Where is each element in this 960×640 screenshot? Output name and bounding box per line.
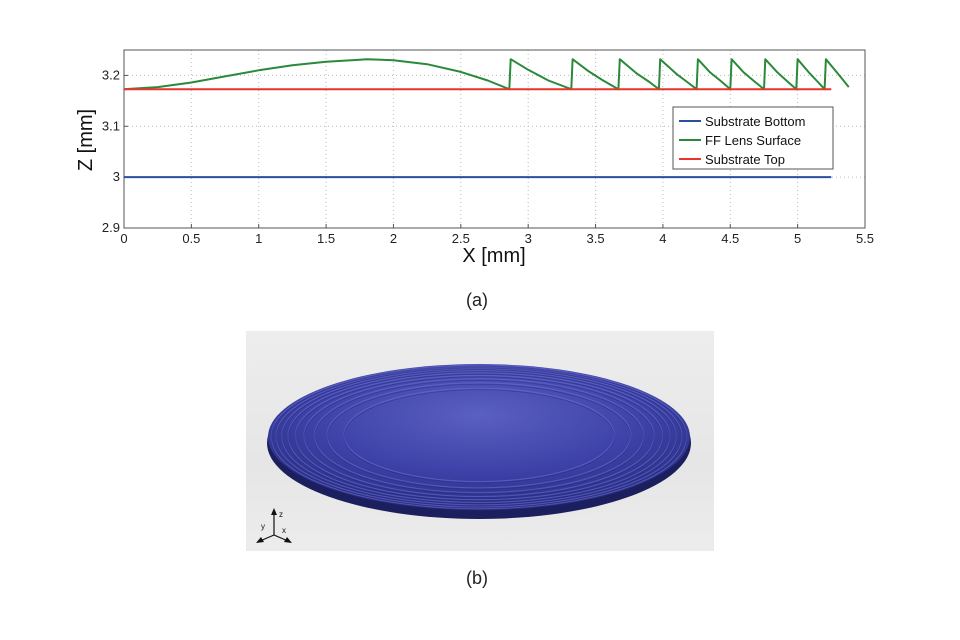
x-tick-label: 3 xyxy=(525,231,532,246)
fresnel-ring xyxy=(281,367,677,506)
x-tick-label: 2.5 xyxy=(452,231,470,246)
fresnel-ring-shade xyxy=(270,366,688,511)
legend-label-ff-lens-surface: FF Lens Surface xyxy=(705,133,801,148)
fresnel-ring xyxy=(326,382,632,489)
fresnel-ring-shade xyxy=(326,383,632,490)
y-tick-label: 3.1 xyxy=(102,118,120,133)
legend: Substrate Bottom FF Lens Surface Substrate… xyxy=(672,106,834,170)
fresnel-ring-shade xyxy=(303,376,655,499)
lens-render: z y x xyxy=(256,364,704,543)
series-line-ff-lens-surface xyxy=(123,58,850,91)
series xyxy=(123,58,850,179)
fresnel-ring xyxy=(294,372,664,501)
caption-b: (b) xyxy=(466,568,488,588)
fresnel-ring xyxy=(275,365,683,508)
legend-label-substrate-top: Substrate Top xyxy=(705,152,785,167)
plot-frame xyxy=(123,49,866,229)
y-tick-label: 2.9 xyxy=(102,220,120,235)
fresnel-ring-shade xyxy=(295,373,663,502)
y-tick-label: 3 xyxy=(113,169,120,184)
fresnel-ring-shade xyxy=(314,379,644,495)
fresnel-rings xyxy=(270,364,688,511)
x-tick-label: 1.5 xyxy=(317,231,335,246)
x-tick-label: 0.5 xyxy=(182,231,200,246)
lens-render-panel: z y x xyxy=(246,331,714,551)
chart: 0 0.5 1 1.5 2 2.5 3 3.5 4 4.5 5 5.5 2.9 3 3.1 3.2 X [m… xyxy=(75,49,874,267)
fresnel-ring-shade xyxy=(343,389,615,484)
x-tick-label: 0 xyxy=(120,231,127,246)
x-tick-label: 2 xyxy=(390,231,397,246)
y-axis-label: Z [mm] xyxy=(75,109,97,171)
x-tick-label: 4 xyxy=(659,231,666,246)
caption-a: (a) xyxy=(466,290,488,310)
y-tick-label: 3.2 xyxy=(102,67,120,82)
x-tick-label: 3.5 xyxy=(587,231,605,246)
triad-label-x: x xyxy=(282,526,286,535)
legend-label-substrate-bottom: Substrate Bottom xyxy=(705,114,805,129)
fresnel-ring xyxy=(313,378,645,494)
x-tick-label: 1 xyxy=(255,231,262,246)
x-tick-label: 5 xyxy=(794,231,801,246)
x-axis: 0 0.5 1 1.5 2 2.5 3 3.5 4 4.5 5 5.5 xyxy=(120,224,874,246)
x-tick-label: 4.5 xyxy=(721,231,739,246)
fresnel-ring-shade xyxy=(281,369,677,507)
x-tick-label: 5.5 xyxy=(856,231,874,246)
fresnel-ring xyxy=(287,369,671,504)
triad-label-z: z xyxy=(279,510,283,519)
fresnel-ring xyxy=(270,364,688,510)
axis-triad-icon: z y x xyxy=(256,508,292,543)
fresnel-ring xyxy=(343,387,615,483)
triad-label-y: y xyxy=(261,522,265,531)
x-axis-label: X [mm] xyxy=(462,245,525,267)
fresnel-ring-shade xyxy=(287,371,671,505)
fresnel-ring xyxy=(303,374,655,498)
